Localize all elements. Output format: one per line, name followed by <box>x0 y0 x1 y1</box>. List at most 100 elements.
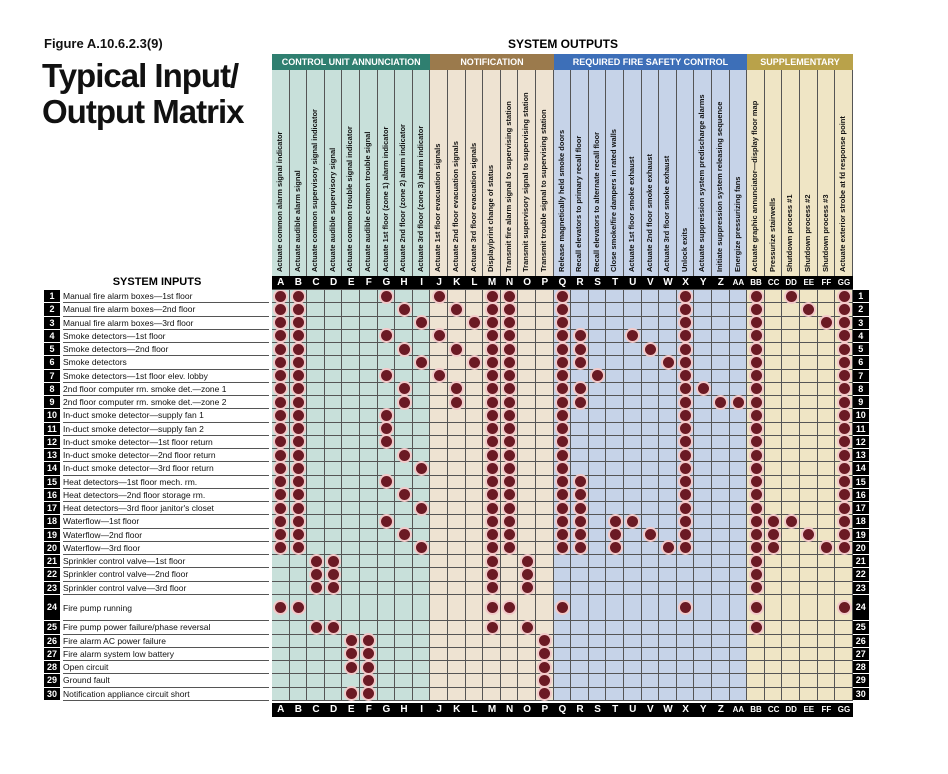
matrix-dot-O <box>521 568 533 580</box>
matrix-dot-M <box>486 582 498 594</box>
column-letter: O <box>523 277 532 288</box>
column-header-cell <box>360 70 378 276</box>
matrix-dot-GG <box>838 449 850 461</box>
row-gridline <box>272 633 853 635</box>
matrix-dot-P <box>539 688 551 700</box>
column-header-cell <box>571 70 589 276</box>
column-label: Actuate 3rd floor evacuation signals <box>468 142 478 272</box>
matrix-dot-D <box>328 555 340 567</box>
column-label: Release magnetically held smoke doors <box>556 129 566 272</box>
column-cells <box>518 290 536 701</box>
row-label: Fire pump running <box>63 595 269 622</box>
row-number: 28 <box>44 661 60 674</box>
matrix-dot-B <box>292 449 304 461</box>
matrix-dot-B <box>292 396 304 408</box>
row-number-right: 6 <box>852 356 869 369</box>
column-header-cell <box>553 70 572 276</box>
column-header-cell <box>324 70 343 276</box>
column-label: Recall elevators to primary recall floor <box>574 135 584 272</box>
column-letter: EE <box>803 278 815 287</box>
column-letter-bottom: H <box>400 703 408 715</box>
matrix-dot-N <box>504 383 516 395</box>
row-label: Sprinkler control valve—1st floor <box>63 555 269 569</box>
matrix-dot-A <box>275 515 287 527</box>
matrix-dot-CC <box>768 542 780 554</box>
row-number: 16 <box>44 488 60 501</box>
matrix-dot-DD <box>785 515 797 527</box>
matrix-dot-X <box>680 502 692 514</box>
page-title: Typical Input/ Output Matrix <box>42 57 244 130</box>
column-letter-bottom: K <box>453 703 461 715</box>
row-number: 5 <box>44 343 60 356</box>
matrix-dot-GG <box>838 529 850 541</box>
matrix-dot-GG <box>838 409 850 421</box>
column-header-cell <box>272 70 290 276</box>
matrix-dot-X <box>680 330 692 342</box>
column-header-cell <box>412 70 431 276</box>
row-number: 4 <box>44 329 60 342</box>
row-label: Ground fault <box>63 674 269 688</box>
row-number-right: 28 <box>852 661 869 674</box>
matrix-dot-W <box>662 542 674 554</box>
matrix-dot-N <box>504 330 516 342</box>
row-number-right: 18 <box>852 515 869 528</box>
row-gridline <box>272 421 853 423</box>
row-number-right: 19 <box>852 528 869 541</box>
column-letter: X <box>682 277 689 288</box>
column-letter: J <box>436 277 442 288</box>
matrix-dot-X <box>680 343 692 355</box>
matrix-dot-Q <box>556 462 568 474</box>
matrix-dot-X <box>680 436 692 448</box>
column-label: Actuate 2nd floor (zone 2) alarm indicat… <box>398 124 408 272</box>
row-gridline <box>272 673 853 675</box>
row-number-right: 16 <box>852 488 869 501</box>
matrix-dot-B <box>292 436 304 448</box>
column-letter: BB <box>750 278 762 287</box>
matrix-dot-W <box>662 356 674 368</box>
column-label: Actuate audible supervisory signal <box>327 147 337 272</box>
column-header-cell <box>835 70 853 276</box>
column-label: Actuate exterior strobe at fd response p… <box>838 116 848 272</box>
matrix-dot-E <box>345 661 357 673</box>
column-letter: AA <box>732 278 745 287</box>
matrix-dot-R <box>574 476 586 488</box>
column-letter: A <box>277 277 285 288</box>
matrix-dot-GG <box>838 542 850 554</box>
column-label: Energize pressurizing fans <box>732 176 742 272</box>
row-label: Notification appliance circuit short <box>63 688 269 701</box>
matrix-dot-B <box>292 423 304 435</box>
column-letter-bottom: G <box>382 703 391 715</box>
row-number-right: 21 <box>852 555 869 568</box>
matrix-dot-B <box>292 290 304 302</box>
matrix-dot-P <box>539 674 551 686</box>
column-letter-bottom: CC <box>767 704 780 714</box>
row-label: Smoke detectors <box>63 356 269 370</box>
matrix-dot-G <box>380 409 392 421</box>
matrix-dot-BB <box>750 423 762 435</box>
title-line-1: Typical Input/ <box>42 57 239 94</box>
matrix-dot-B <box>292 330 304 342</box>
column-letter-bottom: J <box>436 703 442 715</box>
matrix-dot-X <box>680 515 692 527</box>
column-header-cell <box>747 70 765 276</box>
matrix-dot-K <box>451 396 463 408</box>
matrix-dot-GG <box>838 602 850 613</box>
matrix-dot-GG <box>838 396 850 408</box>
matrix-dot-N <box>504 489 516 501</box>
column-label: Actuate audible alarm signal <box>292 170 302 272</box>
row-number: 26 <box>44 634 60 647</box>
row-number: 10 <box>44 409 60 422</box>
matrix-dot-R <box>574 330 586 342</box>
matrix-dot-E <box>345 635 357 647</box>
column-header-cell <box>764 70 783 276</box>
column-header-cell <box>712 70 730 276</box>
matrix-dot-A <box>275 317 287 329</box>
column-label: Actuate 1st floor (zone 1) alarm indicat… <box>380 126 390 272</box>
column-header-cell <box>518 70 536 276</box>
matrix-dot-B <box>292 343 304 355</box>
matrix-dot-BB <box>750 621 762 633</box>
row-number-right: 27 <box>852 647 869 660</box>
matrix-dot-Q <box>556 423 568 435</box>
column-label: Recall elevators to alternate recall flo… <box>591 131 601 272</box>
matrix-dot-N <box>504 290 516 302</box>
